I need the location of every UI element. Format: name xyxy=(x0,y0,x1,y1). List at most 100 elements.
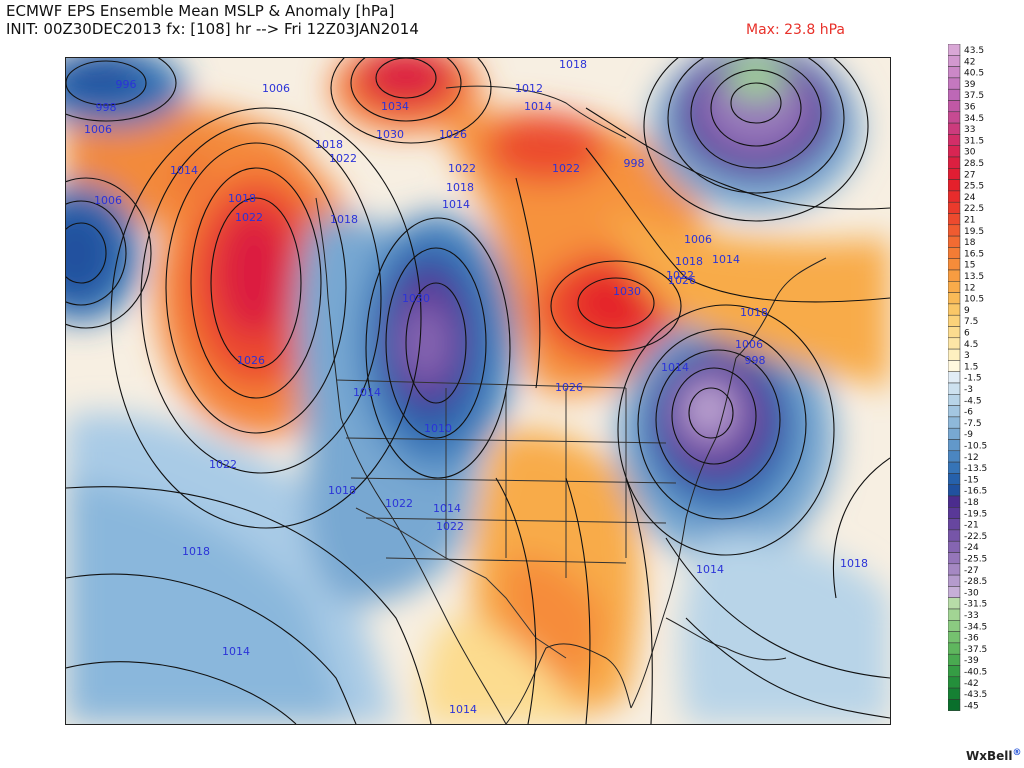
legend-tick-label: 4.5 xyxy=(964,340,978,350)
legend-swatch xyxy=(948,44,961,56)
legend-swatch xyxy=(948,100,961,113)
legend-tick-label: -43.5 xyxy=(964,690,987,700)
legend-swatch xyxy=(948,190,961,203)
legend-swatch xyxy=(948,427,961,440)
legend-swatch xyxy=(948,224,961,237)
legend-tick-label: 37.5 xyxy=(964,91,984,101)
isobar-label: 998 xyxy=(745,354,766,367)
legend-swatch xyxy=(948,213,961,226)
init-forecast-line: INIT: 00Z30DEC2013 fx: [108] hr --> Fri … xyxy=(6,20,419,38)
isobar-label-layer: 996 998 1006 1006 1014 1018 1022 1026 10… xyxy=(84,58,868,716)
legend-tick-label: 12 xyxy=(964,283,975,293)
legend-tick-label: -37.5 xyxy=(964,645,987,655)
legend-swatch xyxy=(948,653,961,666)
isobar-label: 1022 xyxy=(436,520,464,533)
legend-swatch xyxy=(948,552,961,565)
legend-swatch xyxy=(948,179,961,192)
isobar-label: 1026 xyxy=(439,128,467,141)
isobars xyxy=(66,58,890,724)
legend-tick-label: 15 xyxy=(964,261,975,271)
legend-tick-label: 42 xyxy=(964,57,975,67)
legend-swatch xyxy=(948,156,961,169)
legend-swatch xyxy=(948,382,961,395)
isobar-label: 1018 xyxy=(675,255,703,268)
legend-swatch xyxy=(948,88,961,101)
legend-swatch xyxy=(948,439,961,452)
isobar-label: 1022 xyxy=(666,269,694,282)
legend-tick-label: -18 xyxy=(964,498,979,508)
isobar-label: 1026 xyxy=(668,274,696,287)
isobar-label: 1022 xyxy=(209,458,237,471)
isobar-label: 1026 xyxy=(237,354,265,367)
isobar-label: 1014 xyxy=(449,703,477,716)
legend-tick-label: 6 xyxy=(964,329,970,339)
legend-tick-label: 43.5 xyxy=(964,46,984,56)
legend-swatch xyxy=(948,77,961,90)
isobar-label: 1014 xyxy=(433,502,461,515)
legend-tick-label: -12 xyxy=(964,453,979,463)
legend-swatch xyxy=(948,326,961,339)
legend-swatch xyxy=(948,687,961,700)
isobar-label: 1018 xyxy=(446,181,474,194)
legend-tick-label: 40.5 xyxy=(964,69,984,79)
legend-tick-label: 30 xyxy=(964,148,976,158)
legend-swatch xyxy=(948,303,961,316)
isobar-label: 1026 xyxy=(555,381,583,394)
isobar-label: 1014 xyxy=(222,645,250,658)
legend-tick-label: -13.5 xyxy=(964,464,987,474)
isobar-label: 1018 xyxy=(840,557,868,570)
legend-swatch xyxy=(948,416,961,429)
legend-tick-label: -30 xyxy=(964,588,979,598)
legend-swatch xyxy=(948,55,961,67)
legend-tick-label: -3 xyxy=(964,385,973,395)
legend-tick-label: 34.5 xyxy=(964,114,984,124)
isobar-label: 998 xyxy=(624,157,645,170)
legend-swatch xyxy=(948,540,961,553)
legend-swatch xyxy=(948,111,961,124)
legend-tick-label: -31.5 xyxy=(964,600,987,610)
legend-swatch xyxy=(948,134,961,146)
map-panel: 996 998 1006 1006 1014 1018 1022 1026 10… xyxy=(65,57,891,725)
legend-tick-label: -21 xyxy=(964,521,979,531)
legend-tick-label: -10.5 xyxy=(964,442,987,452)
legend-tick-label: -24 xyxy=(964,543,979,553)
isobar-label: 1030 xyxy=(402,292,430,305)
legend-swatch xyxy=(948,631,961,644)
isobar-label: 1014 xyxy=(712,253,740,266)
legend-tick-label: 7.5 xyxy=(964,317,978,327)
legend-tick-label: 36 xyxy=(964,103,976,113)
isobar-label: 1018 xyxy=(328,484,356,497)
legend-swatch xyxy=(948,201,961,214)
legend-swatch xyxy=(948,574,961,587)
isobar-label: 1014 xyxy=(661,361,689,374)
legend-tick-label: 9 xyxy=(964,306,970,316)
legend-swatch xyxy=(948,450,961,463)
legend-tick-label: -33 xyxy=(964,611,979,621)
legend-swatch xyxy=(948,258,961,271)
legend-tick-label: 21 xyxy=(964,216,975,226)
legend-swatch xyxy=(948,699,961,711)
isobar-label: 1018 xyxy=(740,306,768,319)
legend-swatch xyxy=(948,405,961,418)
legend-swatch xyxy=(948,597,961,610)
legend-swatch xyxy=(948,235,961,248)
borders xyxy=(335,379,677,659)
legend-swatch xyxy=(948,473,961,485)
isobar-label: 1006 xyxy=(262,82,290,95)
isobar-label: 1006 xyxy=(94,194,122,207)
legend-swatch xyxy=(948,642,961,655)
color-legend: 43.5 42 40.5 39 37.5 36 34.5 33 31.5 30 28.5 27 25.5… xyxy=(948,44,1024,724)
legend-swatch xyxy=(948,676,961,689)
legend-swatch xyxy=(948,360,961,372)
isobar-label: 1006 xyxy=(735,338,763,351)
legend-swatch xyxy=(948,269,961,282)
isobar-label: 1018 xyxy=(559,58,587,71)
legend-swatch xyxy=(948,66,961,79)
legend-swatch xyxy=(948,495,961,508)
legend-tick-label: -15 xyxy=(964,475,979,485)
legend-swatch xyxy=(948,665,961,678)
legend-tick-label: -45 xyxy=(964,701,979,711)
coastlines xyxy=(315,85,827,724)
legend-swatch xyxy=(948,518,961,531)
pressure-anomaly-map: 996 998 1006 1006 1014 1018 1022 1026 10… xyxy=(66,58,890,724)
